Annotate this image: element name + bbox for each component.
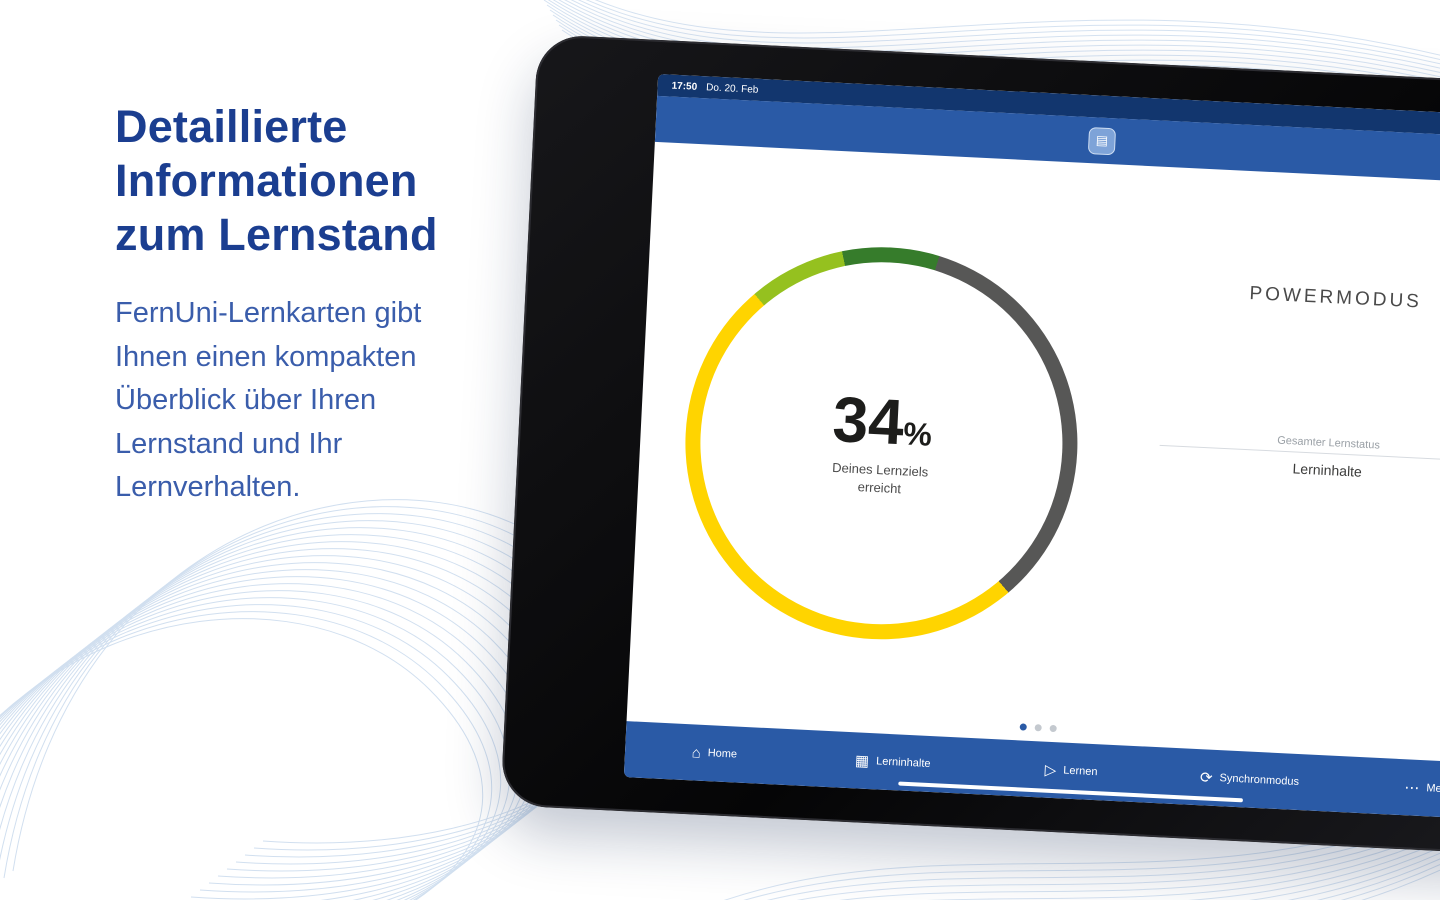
promo-text-block: Detaillierte Informationen zum Lernstand… (115, 100, 545, 510)
promo-body: FernUni-Lernkarten gibt Ihnen einen komp… (115, 292, 545, 510)
home-icon: ⌂ (691, 743, 702, 762)
sync-icon: ⟳ (1199, 768, 1213, 787)
tablet-device: 17:50 Do. 20. Feb ▤ 34% Deines Lernziels (500, 34, 1440, 858)
progress-caption: Deines Lernziels erreicht (831, 459, 929, 497)
body-line: Lernverhalten. (115, 471, 301, 503)
progress-donut-chart: 34% Deines Lernziels erreicht (676, 237, 1087, 649)
more-icon: ⋯ (1403, 778, 1420, 797)
nav-item-home[interactable]: ⌂ Home (624, 721, 805, 786)
contents-icon: ▦ (854, 751, 870, 770)
nav-label: Mehr (1426, 782, 1440, 796)
nav-item-mehr[interactable]: ⋯ Mehr (1337, 756, 1440, 821)
info-column: POWERMODUS Gesamter Lernstatus Lerninhal… (1108, 165, 1440, 764)
headline-line: Informationen (115, 155, 418, 206)
headline-line: zum Lernstand (115, 209, 438, 260)
body-line: Ihnen einen kompakten (115, 340, 417, 373)
nav-label: Lerninhalte (875, 755, 931, 771)
nav-label: Lernen (1062, 764, 1098, 779)
status-time: 17:50 (671, 80, 698, 93)
body-line: Überblick über Ihren (115, 384, 377, 416)
app-logo-icon[interactable]: ▤ (1087, 126, 1117, 155)
app-screen: 17:50 Do. 20. Feb ▤ 34% Deines Lernziels (623, 73, 1440, 821)
headline-line: Detaillierte (115, 101, 348, 152)
stat-value: Lerninhalte (1292, 460, 1363, 480)
page-dot[interactable] (1049, 724, 1057, 733)
body-line: Lernstand und Ihr (115, 427, 343, 460)
nav-label: Home (707, 747, 738, 761)
chart-column: 34% Deines Lernziels erreicht (627, 142, 1137, 745)
nav-label: Synchronmodus (1219, 772, 1300, 789)
page-title: Detaillierte Informationen zum Lernstand (115, 100, 545, 262)
page-dot[interactable] (1034, 724, 1042, 732)
page-dot[interactable] (1019, 723, 1027, 731)
body-line: FernUni-Lernkarten gibt (115, 297, 422, 329)
powermodus-title: POWERMODUS (1249, 283, 1423, 313)
nav-item-synchronmodus[interactable]: ⟳ Synchronmodus (1159, 747, 1340, 812)
learn-icon: ▷ (1044, 761, 1057, 779)
progress-percent: 34% (831, 382, 933, 459)
status-date: Do. 20. Feb (705, 81, 759, 96)
screen-content: 34% Deines Lernziels erreicht POWERMODUS… (627, 142, 1440, 765)
lernstatus-stat[interactable]: Gesamter Lernstatus Lerninhalte (1159, 429, 1440, 486)
